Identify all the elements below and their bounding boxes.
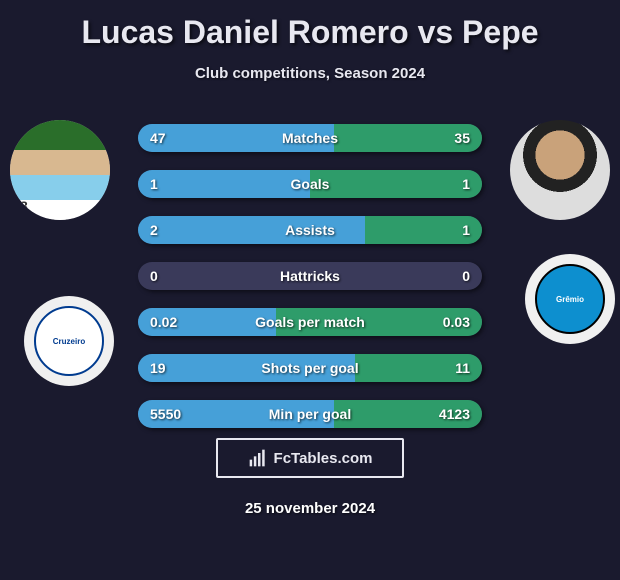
player-right-face <box>510 120 610 220</box>
stat-label: Shots per goal <box>138 354 482 382</box>
stat-row: Hattricks0 0 <box>138 262 482 290</box>
stat-label: Assists <box>138 216 482 244</box>
stat-value-right: 0 <box>462 262 470 290</box>
stat-value-right: 4123 <box>439 400 470 428</box>
stat-value-right: 35 <box>454 124 470 152</box>
chart-icon <box>248 448 268 468</box>
player-left-face <box>10 120 110 220</box>
stat-label: Hattricks <box>138 262 482 290</box>
club-badge-left-label: Cruzeiro <box>53 337 85 346</box>
player-right-avatar <box>510 120 610 220</box>
stat-value-left: 0.02 <box>150 308 177 336</box>
stat-row: Shots per goal19 11 <box>138 354 482 382</box>
stat-value-right: 11 <box>455 354 470 382</box>
stat-label: Goals <box>138 170 482 198</box>
stat-value-right: 1 <box>462 170 470 198</box>
stat-value-left: 5550 <box>150 400 181 428</box>
stat-value-right: 0.03 <box>443 308 470 336</box>
stat-row: Matches47 35 <box>138 124 482 152</box>
stat-row: Min per goal5550 4123 <box>138 400 482 428</box>
stat-value-left: 47 <box>150 124 166 152</box>
stat-label: Goals per match <box>138 308 482 336</box>
club-badge-right-inner: Grêmio <box>535 264 605 334</box>
club-badge-right-label: Grêmio <box>556 295 584 304</box>
footer-date: 25 november 2024 <box>0 500 620 517</box>
stats-table: Matches4735Goals11Assists21Hattricks00Go… <box>138 124 482 446</box>
stat-row: Assists2 1 <box>138 216 482 244</box>
brand-text: FcTables.com <box>274 450 373 467</box>
page-title: Lucas Daniel Romero vs Pepe <box>0 0 620 51</box>
stat-value-left: 0 <box>150 262 158 290</box>
stat-label: Min per goal <box>138 400 482 428</box>
subtitle: Club competitions, Season 2024 <box>0 65 620 82</box>
stat-value-left: 1 <box>150 170 158 198</box>
club-badge-left-inner: Cruzeiro <box>34 306 104 376</box>
brand-box[interactable]: FcTables.com <box>216 438 404 478</box>
club-badge-right: Grêmio <box>525 254 615 344</box>
stat-label: Matches <box>138 124 482 152</box>
stat-row: Goals per match0.02 0.03 <box>138 308 482 336</box>
stat-value-left: 19 <box>150 354 166 382</box>
stat-value-right: 1 <box>462 216 470 244</box>
stat-value-left: 2 <box>150 216 158 244</box>
player-left-avatar <box>10 120 110 220</box>
club-badge-left: Cruzeiro <box>24 296 114 386</box>
stat-row: Goals1 1 <box>138 170 482 198</box>
